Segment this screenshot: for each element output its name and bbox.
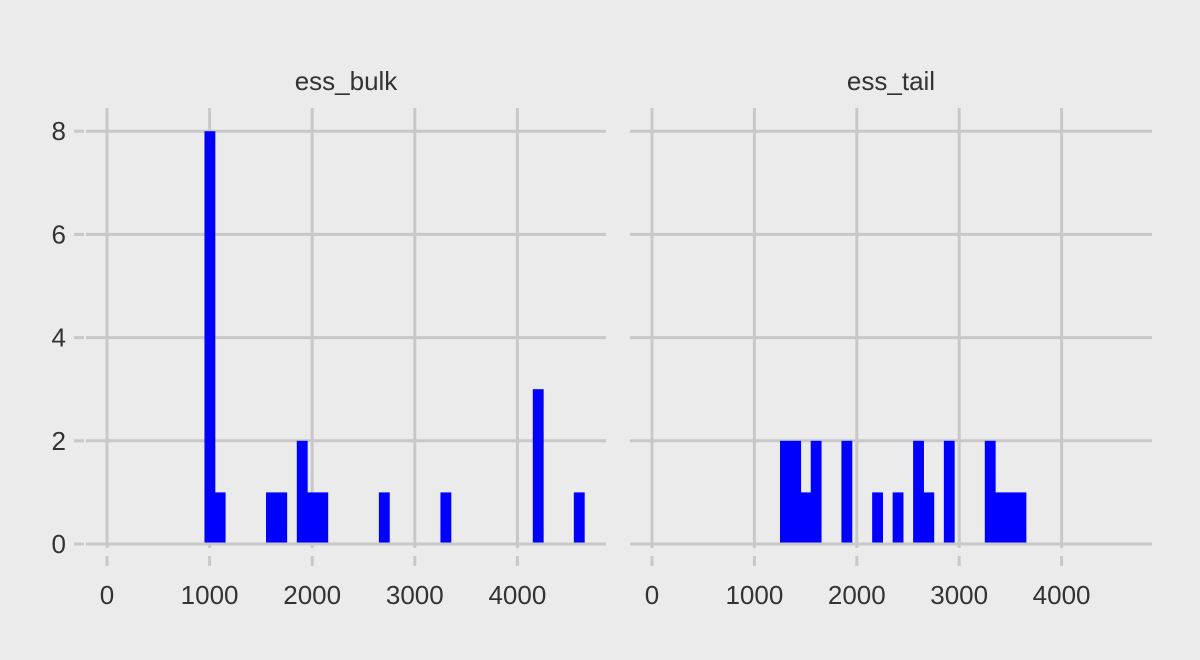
- x-tick-label: 0: [645, 580, 659, 610]
- panel-title: ess_bulk: [295, 66, 399, 96]
- histogram-bar: [800, 492, 812, 544]
- histogram-bar: [276, 492, 288, 544]
- y-tick-label: 4: [52, 323, 66, 353]
- histogram-bar: [923, 492, 935, 544]
- y-tick-label: 2: [52, 426, 66, 456]
- panel-ess-bulk: ess_bulk 0 1000 2000 3000 4000: [86, 66, 606, 610]
- histogram-bar: [204, 131, 216, 544]
- x-tick-label: 1000: [181, 580, 239, 610]
- panel-title: ess_tail: [847, 66, 935, 96]
- x-tick-label: 2000: [283, 580, 341, 610]
- histogram-bar: [872, 492, 883, 544]
- histogram-bar: [214, 492, 226, 544]
- x-tick-label: 4000: [1033, 580, 1091, 610]
- histogram-bar: [790, 440, 802, 544]
- histogram-bar: [1005, 492, 1017, 544]
- histogram-bar: [307, 492, 318, 544]
- y-tick-label: 8: [52, 116, 66, 146]
- x-tick-label: 3000: [930, 580, 988, 610]
- y-tick-label: 0: [52, 529, 66, 559]
- histogram-bar: [995, 492, 1006, 544]
- histogram-bar: [266, 492, 277, 544]
- histogram-bar: [841, 440, 853, 544]
- histogram-bar: [440, 492, 452, 544]
- x-tick-label: 3000: [386, 580, 444, 610]
- histogram-bar: [780, 440, 791, 544]
- histogram-bar: [296, 440, 308, 544]
- histogram-bar: [892, 492, 904, 544]
- histogram-bar: [532, 389, 544, 544]
- histogram-bar: [984, 440, 996, 544]
- histogram-bar: [913, 440, 924, 544]
- histogram-bar: [1015, 492, 1027, 544]
- x-tick-label: 4000: [488, 580, 546, 610]
- histogram-bar: [378, 492, 390, 544]
- y-axis: 0 2 4 6 8: [52, 116, 84, 559]
- histogram-bar: [317, 492, 329, 544]
- histogram-bar: [943, 440, 955, 544]
- x-tick-label: 2000: [828, 580, 886, 610]
- panel-ess-tail: ess_tail 0 1000 2000 3000 4000: [630, 66, 1152, 610]
- x-tick-label: 1000: [725, 580, 783, 610]
- y-tick-label: 6: [52, 219, 66, 249]
- x-tick-label: 0: [100, 580, 114, 610]
- histogram-bar: [810, 440, 822, 544]
- histogram-bar: [573, 492, 585, 544]
